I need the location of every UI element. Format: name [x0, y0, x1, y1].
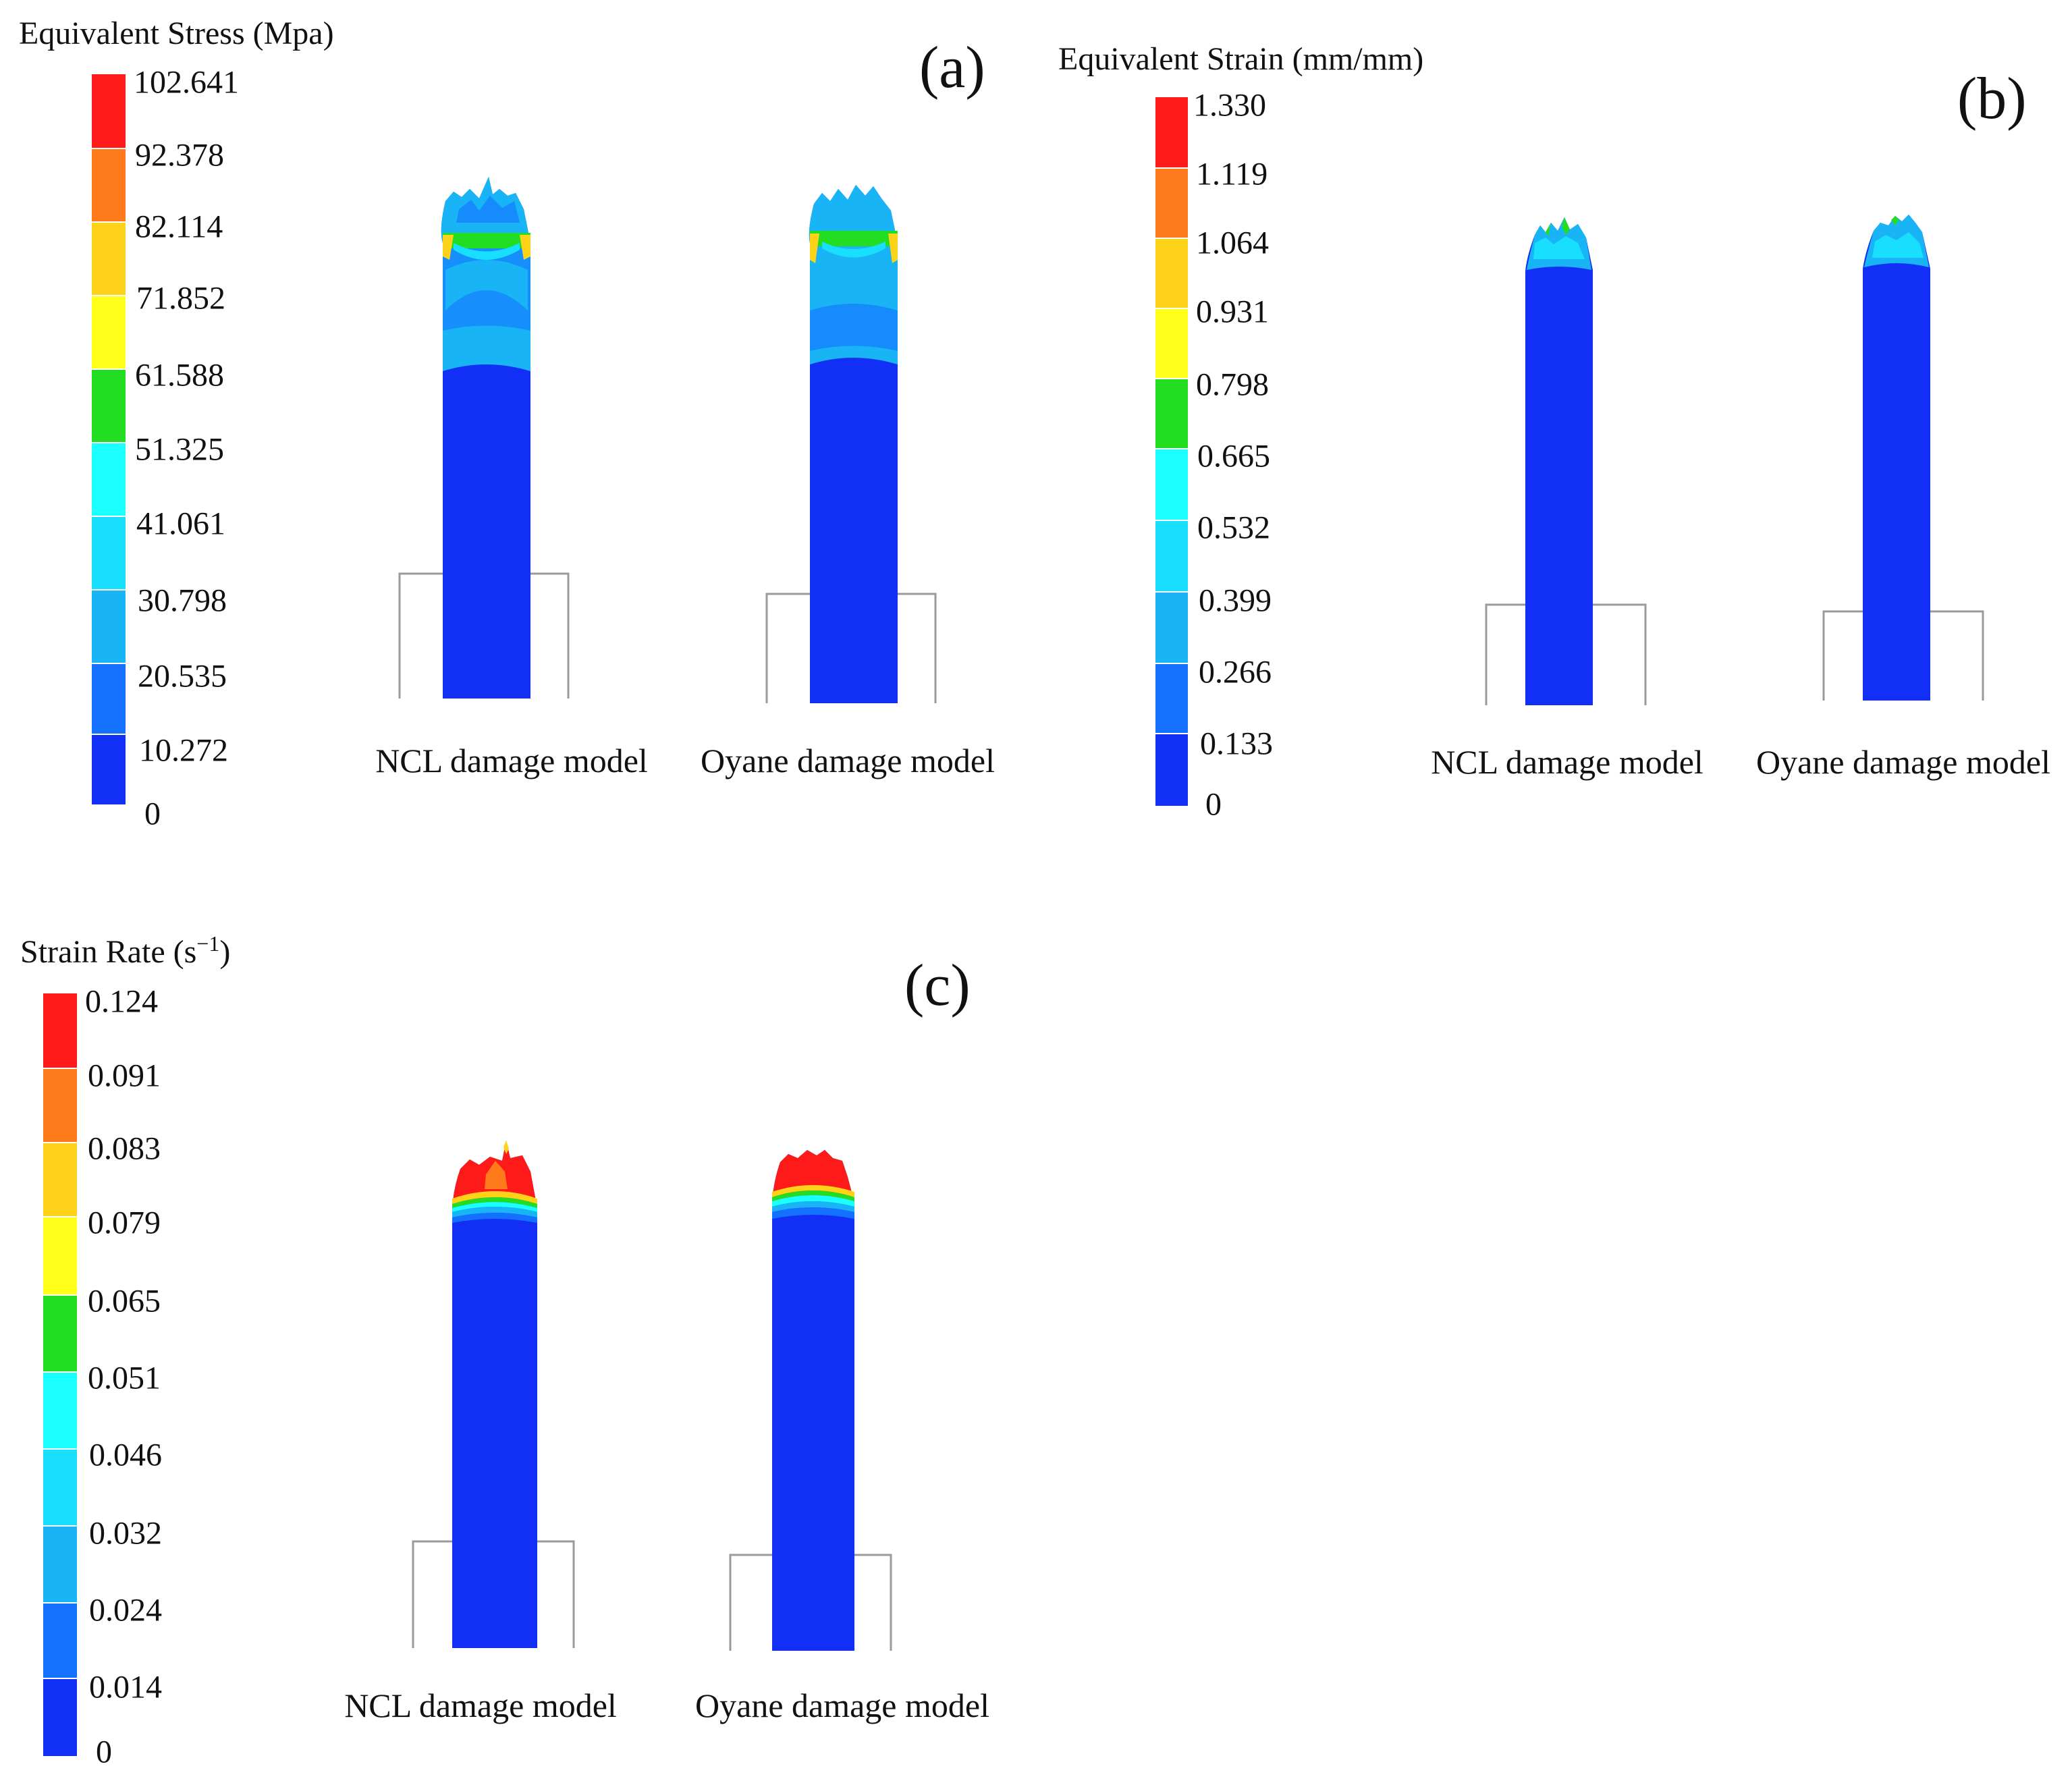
model-label: NCL damage model [1431, 743, 1703, 781]
model-label: Oyane damage model [701, 742, 995, 779]
tick-label: 0.266 [1199, 654, 1272, 690]
tick-label: 82.114 [135, 209, 223, 245]
tick-label: 102.641 [134, 64, 239, 101]
color-band [43, 1678, 77, 1756]
color-band [1155, 663, 1188, 733]
tick-label: 0.133 [1200, 725, 1273, 762]
tick-label: 71.852 [136, 280, 225, 317]
color-band [1155, 591, 1188, 663]
tick-label: 0.014 [89, 1669, 162, 1705]
color-band [92, 221, 126, 295]
legend-title: Equivalent Stress (Mpa) [19, 16, 334, 51]
color-band [92, 516, 126, 589]
tick-label: 51.325 [135, 431, 224, 468]
tick-label: 0 [96, 1734, 112, 1770]
tick-label: 0.798 [1196, 366, 1269, 403]
color-band [92, 295, 126, 368]
tick-label: 92.378 [135, 137, 224, 173]
specimen-oyane [1822, 215, 1984, 701]
model-label: NCL damage model [344, 1687, 617, 1724]
model-label: NCL damage model [375, 742, 648, 779]
tick-label: 0.124 [85, 983, 158, 1020]
color-band [1155, 308, 1188, 378]
color-band [43, 1068, 77, 1142]
specimen-ncl [398, 177, 570, 698]
tick-label: 0.046 [89, 1437, 162, 1473]
color-band [1155, 520, 1188, 591]
colorbar [1155, 97, 1188, 806]
tick-label: 0.399 [1199, 582, 1272, 619]
specimen-ncl [412, 1141, 575, 1648]
tick-label: 0.065 [88, 1283, 161, 1319]
colorbar [43, 993, 77, 1756]
color-band [43, 1525, 77, 1602]
color-band [1155, 448, 1188, 520]
tick-label: 1.119 [1196, 156, 1268, 192]
color-band [43, 1448, 77, 1525]
color-band [43, 993, 77, 1068]
legend-title-sup: −1 [196, 931, 220, 956]
color-band [43, 1294, 77, 1371]
color-band [92, 442, 126, 516]
specimen-ncl [1485, 217, 1647, 705]
color-band [92, 368, 126, 442]
legend-title-end: ) [219, 934, 231, 970]
color-band [1155, 238, 1188, 308]
color-band [92, 734, 126, 804]
tick-label: 61.588 [135, 357, 224, 393]
tick-label: 30.798 [138, 582, 227, 619]
tick-label: 0.532 [1197, 510, 1270, 546]
tick-label: 0.032 [89, 1515, 162, 1552]
panel-label: (a) [919, 35, 985, 101]
legend-title: Strain Rate (s−1) [20, 931, 230, 970]
tick-label: 0.083 [88, 1130, 161, 1167]
color-band [92, 663, 126, 734]
tick-label: 0.931 [1196, 294, 1269, 330]
panel-label: (c) [904, 953, 971, 1018]
tick-label: 20.535 [138, 658, 227, 694]
tick-label: 1.330 [1193, 87, 1266, 124]
color-band [92, 589, 126, 663]
tick-label: 41.061 [136, 505, 225, 542]
color-band [43, 1142, 77, 1216]
specimen-oyane [765, 185, 937, 703]
tick-label: 0.079 [88, 1205, 161, 1241]
legend-title-main: Strain Rate (s [20, 934, 197, 970]
color-band [1155, 97, 1188, 167]
color-band [43, 1371, 77, 1448]
tick-label: 1.064 [1196, 225, 1269, 261]
color-band [92, 74, 126, 148]
tick-label: 0 [144, 796, 161, 832]
panel-label: (b) [1957, 66, 2027, 132]
tick-label: 0.024 [89, 1592, 162, 1628]
color-band [43, 1602, 77, 1678]
model-label: Oyane damage model [695, 1687, 989, 1724]
color-band [1155, 733, 1188, 806]
color-band [92, 148, 126, 221]
color-band [1155, 378, 1188, 448]
color-band [1155, 167, 1188, 238]
tick-label: 0.091 [88, 1058, 161, 1094]
colorbar [92, 74, 126, 804]
specimen-oyane [729, 1150, 892, 1651]
model-label: Oyane damage model [1756, 743, 2050, 781]
tick-label: 0.051 [88, 1360, 161, 1396]
tick-label: 0.665 [1197, 438, 1270, 474]
color-band [43, 1216, 77, 1294]
tick-label: 10.272 [139, 732, 228, 769]
legend-title: Equivalent Strain (mm/mm) [1058, 41, 1424, 77]
tick-label: 0 [1205, 786, 1222, 823]
